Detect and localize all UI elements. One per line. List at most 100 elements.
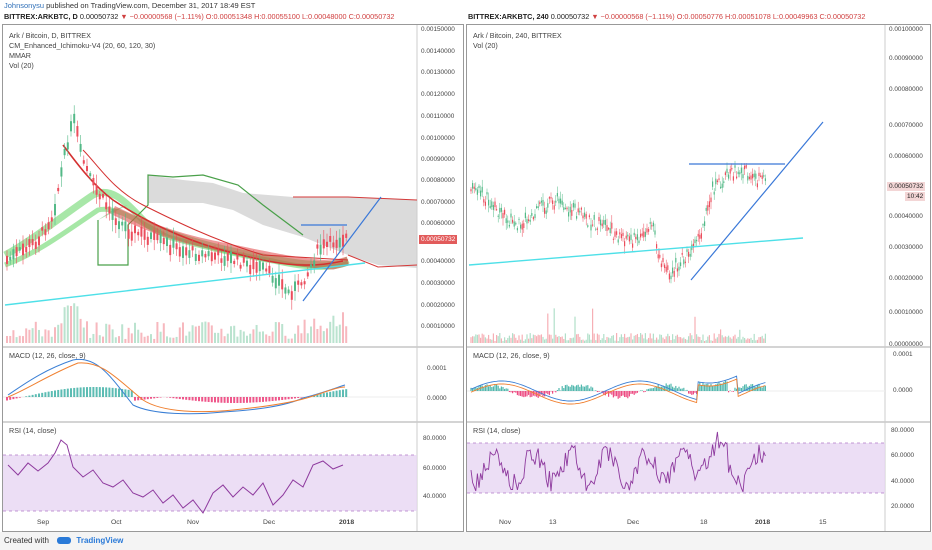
left-rising-trendline[interactable] bbox=[302, 196, 382, 302]
left-volume-bar bbox=[6, 336, 8, 343]
left-legend-ichimoku[interactable]: CM_Enhanced_Ichimoku-V4 (20, 60, 120, 30… bbox=[9, 41, 156, 50]
right-candle-body bbox=[595, 228, 597, 230]
right-candle-body bbox=[716, 180, 718, 183]
left-candle-body bbox=[198, 254, 200, 261]
right-volume-bar bbox=[696, 334, 698, 343]
right-x-18: 18 bbox=[700, 519, 708, 526]
right-candle-body bbox=[726, 168, 728, 173]
left-macd-hist-bar bbox=[332, 391, 335, 397]
right-volume-bar bbox=[550, 334, 552, 343]
right-chart-svg[interactable] bbox=[467, 25, 930, 531]
right-candle-body bbox=[588, 215, 590, 218]
left-chart-panel[interactable]: Ark / Bitcoin, D, BITTREX CM_Enhanced_Ic… bbox=[2, 24, 464, 532]
right-volume-bar bbox=[683, 337, 685, 343]
left-macd-hist-bar bbox=[265, 397, 268, 402]
right-rising-trendline[interactable] bbox=[690, 121, 824, 281]
left-volume-bar bbox=[342, 312, 344, 343]
right-volume-bar bbox=[540, 334, 542, 343]
left-macd-hist-bar bbox=[137, 397, 140, 401]
right-ohlc: O:0.00050776 H:0.00051078 L:0.00049963 C… bbox=[676, 12, 866, 21]
right-candle-body bbox=[752, 173, 754, 179]
right-volume-bar bbox=[723, 337, 725, 343]
right-volume-bar bbox=[542, 336, 544, 343]
left-macd-hist-bar bbox=[38, 393, 40, 397]
right-macd-hist-bar bbox=[712, 385, 714, 391]
right-macd-hist-bar bbox=[510, 391, 512, 393]
right-macd-hist-bar bbox=[508, 391, 510, 393]
right-candle-body bbox=[515, 222, 517, 225]
left-legend-vol[interactable]: Vol (20) bbox=[9, 61, 34, 70]
right-candle-body bbox=[656, 244, 658, 249]
right-volume-bar bbox=[532, 334, 534, 343]
author-link[interactable]: Johnsonysu bbox=[4, 1, 45, 10]
right-candle-body bbox=[720, 186, 722, 189]
right-last-price-tag: 0.00050732 bbox=[887, 182, 926, 191]
right-candle-body bbox=[569, 206, 571, 213]
right-legend-vol[interactable]: Vol (20) bbox=[473, 41, 498, 50]
right-candle-body bbox=[624, 241, 626, 247]
left-macd-hist-bar bbox=[226, 397, 229, 403]
right-macd-hist-bar bbox=[632, 391, 634, 394]
left-macd-label[interactable]: MACD (12, 26, close, 9) bbox=[9, 351, 86, 360]
right-volume-bar bbox=[651, 338, 653, 343]
left-macd-hist-bar bbox=[214, 397, 216, 403]
right-support-trendline[interactable] bbox=[468, 237, 804, 266]
left-candle-body bbox=[326, 241, 328, 248]
left-legend-mmar[interactable]: MMAR bbox=[9, 51, 31, 60]
right-volume-bar bbox=[684, 339, 686, 343]
right-macd-hist-bar bbox=[646, 389, 648, 391]
right-volume-bar bbox=[545, 338, 547, 343]
right-candle-body bbox=[601, 223, 603, 227]
left-candle-body bbox=[130, 231, 133, 241]
right-rsi-label[interactable]: RSI (14, close) bbox=[473, 426, 521, 435]
right-candle-body bbox=[475, 188, 477, 191]
left-macd-hist-bar bbox=[316, 394, 319, 397]
right-macd-hist-bar bbox=[585, 385, 587, 391]
right-macd-label[interactable]: MACD (12, 26, close, 9) bbox=[473, 351, 550, 360]
right-candle-body bbox=[692, 243, 694, 248]
right-volume-bar bbox=[488, 334, 490, 343]
left-support-trendline[interactable] bbox=[4, 262, 366, 306]
left-candle-body bbox=[185, 247, 188, 256]
right-volume-bar bbox=[489, 339, 491, 343]
left-tick-2: 0.00140000 bbox=[421, 48, 455, 55]
left-chart-svg[interactable] bbox=[3, 25, 463, 531]
right-candle-body bbox=[497, 215, 499, 217]
right-volume-bar bbox=[664, 339, 666, 343]
right-tick-1: 0.00100000 bbox=[889, 26, 923, 33]
right-symbol[interactable]: BITTREX:ARKBTC, 240 bbox=[468, 12, 549, 21]
left-volume-bar bbox=[236, 336, 239, 343]
left-candle-body bbox=[191, 246, 194, 251]
left-volume-bar bbox=[255, 324, 258, 343]
right-volume-bar bbox=[576, 334, 578, 343]
left-rsi-label[interactable]: RSI (14, close) bbox=[9, 426, 57, 435]
left-volume-bar bbox=[92, 333, 95, 343]
footer-brand[interactable]: TradingView bbox=[76, 536, 124, 545]
right-macd-hist-bar bbox=[753, 386, 755, 391]
left-symbol[interactable]: BITTREX:ARKBTC, D bbox=[4, 12, 78, 21]
right-volume-bar bbox=[742, 336, 744, 343]
right-candle-body bbox=[576, 216, 578, 219]
right-candle-body bbox=[734, 165, 736, 168]
left-candle-body bbox=[150, 232, 152, 240]
right-macd-hist-bar bbox=[596, 391, 598, 393]
right-candle-body bbox=[603, 220, 605, 225]
left-candle-body bbox=[108, 206, 111, 214]
right-volume-bar bbox=[510, 337, 512, 343]
right-volume-bar bbox=[756, 339, 758, 343]
right-candle-body bbox=[736, 176, 738, 179]
right-candle-body bbox=[643, 231, 645, 238]
right-volume-bar bbox=[644, 333, 646, 343]
right-candles bbox=[470, 160, 766, 284]
right-chart-panel[interactable]: Ark / Bitcoin, 240, BITTREX Vol (20) MAC… bbox=[466, 24, 931, 532]
right-candle-body bbox=[508, 224, 510, 227]
left-candle-body bbox=[60, 167, 63, 177]
right-candle-body bbox=[617, 239, 619, 243]
right-candle-body bbox=[582, 215, 584, 219]
right-macd-hist-bar bbox=[720, 383, 722, 391]
right-macd-hist-bar bbox=[640, 390, 642, 391]
right-macd-hist-bar bbox=[702, 383, 704, 391]
right-volume-bar bbox=[556, 336, 558, 343]
right-macd-hist-bar bbox=[707, 383, 709, 391]
right-candle-body bbox=[747, 175, 749, 181]
